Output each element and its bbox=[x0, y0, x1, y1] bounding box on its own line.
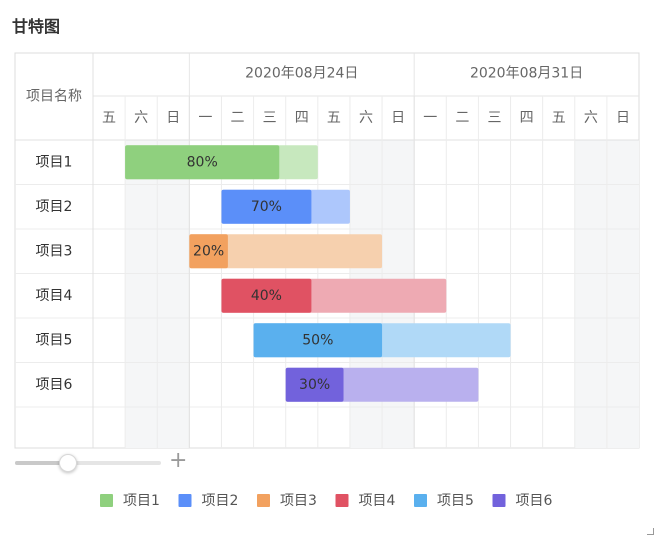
task-progress-label: 50% bbox=[302, 332, 333, 348]
day-label: 二 bbox=[231, 110, 245, 126]
day-label: 日 bbox=[391, 110, 405, 126]
task-progress-label: 30% bbox=[299, 377, 330, 393]
legend-label: 项目3 bbox=[280, 493, 317, 509]
legend-label: 项目5 bbox=[437, 493, 474, 509]
task-progress-label: 80% bbox=[187, 154, 218, 170]
week-label: 2020年08月24日 bbox=[245, 66, 358, 82]
legend-label: 项目1 bbox=[123, 493, 160, 509]
weekend-column bbox=[606, 140, 639, 448]
day-label: 六 bbox=[359, 110, 373, 126]
task-name-label: 项目3 bbox=[36, 243, 73, 259]
zoom-slider-fill bbox=[15, 461, 68, 465]
legend-swatch[interactable] bbox=[178, 494, 192, 507]
legend-swatch[interactable] bbox=[257, 494, 270, 507]
day-label: 一 bbox=[198, 110, 212, 126]
weekend-column bbox=[157, 140, 190, 448]
day-label: 四 bbox=[295, 110, 309, 126]
task-progress-bar[interactable] bbox=[285, 367, 344, 402]
day-label: 五 bbox=[552, 110, 566, 126]
weekend-column bbox=[574, 140, 607, 448]
day-label: 三 bbox=[487, 110, 501, 126]
task-progress-bar[interactable] bbox=[221, 189, 312, 224]
task-progress-bar[interactable] bbox=[221, 278, 312, 313]
zoom-slider[interactable]: + bbox=[15, 448, 190, 474]
day-label: 六 bbox=[134, 110, 148, 126]
legend-swatch[interactable] bbox=[414, 494, 427, 507]
legend-label: 项目6 bbox=[516, 493, 553, 509]
zoom-slider-thumb[interactable] bbox=[59, 454, 77, 472]
task-bar[interactable] bbox=[189, 234, 383, 269]
day-label: 日 bbox=[166, 110, 180, 126]
task-column-header: 项目名称 bbox=[26, 89, 82, 105]
task-name-label: 项目1 bbox=[36, 154, 73, 170]
task-name-label: 项目5 bbox=[36, 332, 73, 348]
legend-swatch[interactable] bbox=[100, 494, 113, 507]
task-progress-label: 20% bbox=[193, 243, 224, 259]
task-name-label: 项目6 bbox=[36, 377, 73, 393]
task-progress-label: 70% bbox=[251, 199, 282, 215]
weekend-column bbox=[125, 140, 158, 448]
legend-label: 项目4 bbox=[359, 493, 396, 509]
task-name-label: 项目4 bbox=[36, 288, 73, 304]
task-name-label: 项目2 bbox=[36, 199, 73, 215]
legend-label: 项目2 bbox=[202, 493, 239, 509]
task-progress-bar[interactable] bbox=[125, 145, 280, 180]
zoom-slider-track[interactable] bbox=[15, 461, 161, 465]
week-label: 2020年08月31日 bbox=[470, 66, 583, 82]
day-label: 三 bbox=[263, 110, 277, 126]
task-progress-bar[interactable] bbox=[189, 234, 228, 269]
day-label: 五 bbox=[327, 110, 341, 126]
day-label: 一 bbox=[423, 110, 437, 126]
task-progress-bar[interactable] bbox=[253, 323, 383, 358]
zoom-in-icon[interactable]: + bbox=[169, 448, 188, 473]
legend-swatch[interactable] bbox=[492, 494, 506, 507]
day-label: 六 bbox=[584, 110, 598, 126]
day-label: 四 bbox=[520, 110, 534, 126]
day-label: 二 bbox=[455, 110, 469, 126]
page-title: 甘特图 bbox=[12, 17, 61, 36]
task-progress-label: 40% bbox=[251, 288, 282, 304]
day-label: 日 bbox=[616, 110, 630, 126]
legend-swatch[interactable] bbox=[335, 494, 349, 507]
resize-handle-icon[interactable] bbox=[647, 528, 654, 535]
day-label: 五 bbox=[102, 110, 116, 126]
